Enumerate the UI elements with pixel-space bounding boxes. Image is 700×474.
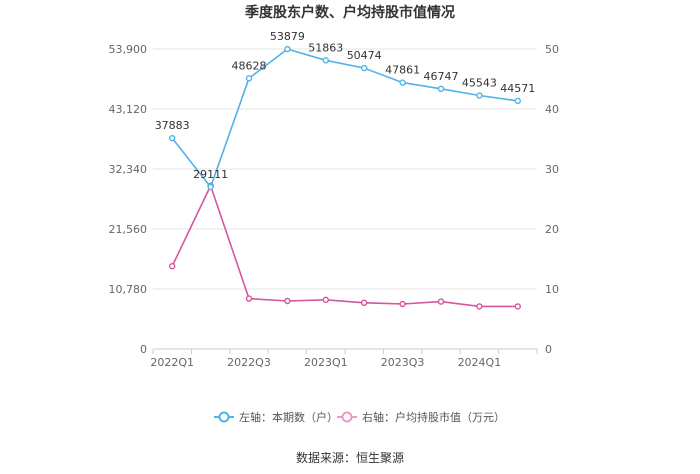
right-tick-label: 10 (545, 283, 559, 296)
legend-marker-icon (218, 411, 230, 423)
right-tick-label: 0 (545, 343, 552, 356)
series-0-point[interactable] (284, 45, 291, 53)
left-tick-label: 43,120 (109, 103, 148, 116)
x-tick-label: 2022Q3 (227, 356, 271, 369)
series-0-point[interactable] (207, 183, 214, 191)
data-label: 45543 (462, 77, 497, 90)
legend-label-households: 左轴：本期数（户） (239, 410, 338, 424)
series-1-point[interactable] (437, 298, 445, 305)
x-tick-label: 2022Q1 (150, 356, 194, 369)
series-0-point[interactable] (399, 79, 406, 86)
x-tick-label: 2023Q3 (381, 356, 425, 369)
series-0-point[interactable] (361, 64, 368, 72)
series-0-point[interactable] (245, 75, 253, 82)
series-1-point[interactable] (514, 303, 521, 310)
left-tick-label: 21,560 (109, 223, 148, 236)
series-1-point[interactable] (284, 297, 291, 305)
series-1-point[interactable] (476, 303, 483, 310)
source-note: 数据来源：恒生聚源 (296, 450, 404, 465)
right-tick-label: 40 (545, 103, 559, 116)
right-tick-label: 20 (545, 223, 559, 236)
left-tick-label: 0 (140, 343, 147, 356)
x-tick-label: 2023Q1 (304, 356, 348, 369)
left-tick-label: 10,780 (109, 283, 148, 296)
left-axis: 0 10,780 21,560 32,340 43,120 53,900 (109, 43, 148, 356)
legend-item-households[interactable]: 左轴：本期数（户） (214, 410, 338, 424)
data-label: 48628 (232, 59, 267, 72)
series-0-point[interactable] (476, 92, 483, 99)
x-tick-label: 2024Q1 (458, 356, 502, 369)
data-label: 51863 (308, 41, 343, 54)
x-axis: 2022Q1 2022Q3 2023Q1 2023Q3 2024Q1 (150, 348, 538, 369)
series-1-point[interactable] (168, 263, 176, 270)
legend-label-avg-value: 右轴：户均持股市值（万元） (362, 410, 505, 424)
series-1-point[interactable] (322, 296, 329, 303)
right-axis: 0 10 20 30 40 50 (545, 43, 559, 356)
series-line-1 (171, 183, 518, 308)
series-0-point[interactable] (322, 57, 329, 64)
data-label: 53879 (270, 30, 305, 43)
series-1-point[interactable] (361, 299, 368, 306)
series-line-0 (171, 48, 518, 189)
data-label: 46747 (424, 70, 459, 83)
legend-item-avg-value[interactable]: 右轴：户均持股市值（万元） (337, 410, 505, 424)
series-0-point[interactable] (514, 97, 521, 105)
data-label: 37883 (155, 119, 190, 132)
series-0-point[interactable] (168, 134, 176, 142)
chart-title: 季度股东户数、户均持股市值情况 (244, 4, 455, 21)
data-label: 44571 (500, 82, 535, 95)
series-1-point[interactable] (399, 300, 406, 308)
right-tick-label: 50 (545, 43, 559, 56)
data-label: 47861 (385, 64, 420, 77)
left-tick-label: 32,340 (109, 163, 148, 176)
right-tick-label: 30 (545, 163, 559, 176)
series-1-point[interactable] (245, 295, 253, 302)
data-label: 50474 (347, 49, 382, 62)
data-label: 29111 (193, 168, 228, 181)
legend: 左轴：本期数（户） 右轴：户均持股市值（万元） (214, 410, 505, 424)
series-0-point[interactable] (437, 85, 445, 93)
series-group (168, 45, 521, 310)
legend-marker-icon (341, 411, 353, 423)
left-tick-label: 53,900 (109, 43, 148, 56)
